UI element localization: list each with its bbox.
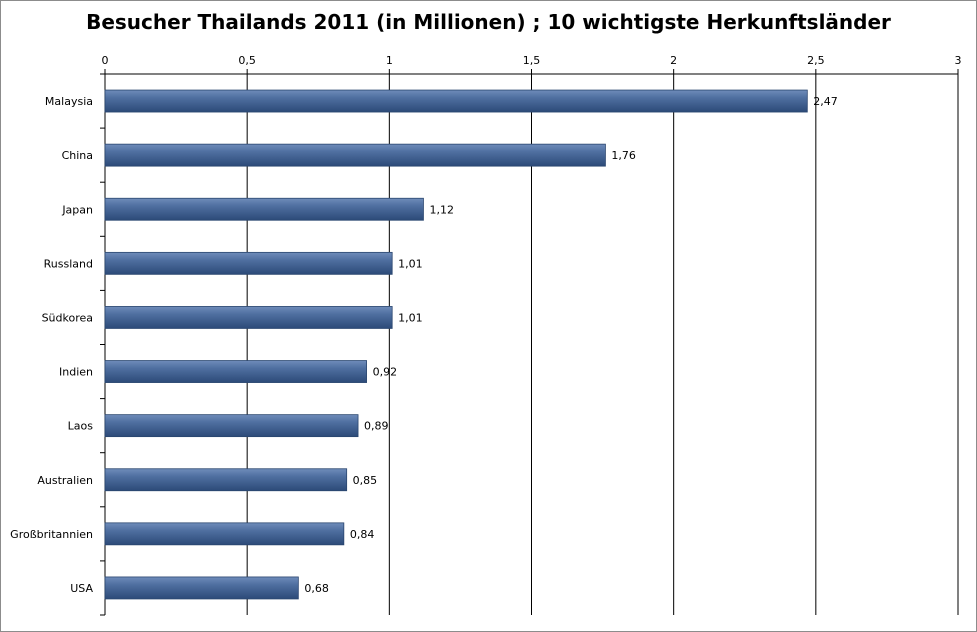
- x-tick-label: 1,5: [523, 54, 541, 67]
- labels: Malaysia 2,47 China 1,76 Japan 1,12 Russland 1,…: [10, 95, 838, 595]
- bar: [104, 197, 424, 221]
- category-label: China: [62, 149, 93, 162]
- x-tick-label: 2: [670, 54, 677, 67]
- bar: [104, 576, 299, 600]
- data-label: 1,76: [611, 149, 636, 162]
- category-label: Laos: [68, 420, 94, 433]
- bar: [104, 143, 606, 167]
- bar: [104, 522, 345, 546]
- category-label: Indien: [59, 366, 93, 379]
- data-label: 1,01: [398, 311, 423, 324]
- data-label: 0,68: [304, 582, 329, 595]
- data-label: 2,47: [813, 95, 838, 108]
- x-tick-label: 1: [386, 54, 393, 67]
- bar: [104, 251, 393, 275]
- data-label: 0,92: [373, 366, 398, 379]
- data-label: 0,89: [364, 420, 389, 433]
- bar: [104, 360, 367, 383]
- category-label: Malaysia: [45, 95, 93, 108]
- x-tick-label: 0,5: [238, 54, 256, 67]
- category-label: Großbritannien: [10, 528, 93, 541]
- category-label: USA: [70, 582, 93, 595]
- bar: [104, 306, 393, 329]
- category-label: Südkorea: [42, 311, 93, 324]
- data-label: 1,01: [398, 257, 423, 270]
- x-tick-label: 0: [102, 54, 109, 67]
- bar: [104, 414, 359, 438]
- data-label: 0,84: [350, 528, 375, 541]
- chart-title: Besucher Thailands 2011 (in Millionen) ;…: [86, 10, 891, 34]
- bar: [104, 468, 348, 492]
- x-tick-label: 2,5: [807, 54, 825, 67]
- x-tick-label: 3: [955, 54, 962, 67]
- bars: [104, 89, 808, 600]
- category-label: Australien: [37, 474, 93, 487]
- data-label: 0,85: [353, 474, 378, 487]
- category-label: Japan: [61, 203, 93, 216]
- data-label: 1,12: [429, 203, 454, 216]
- category-label: Russland: [44, 257, 93, 270]
- bar: [104, 89, 808, 113]
